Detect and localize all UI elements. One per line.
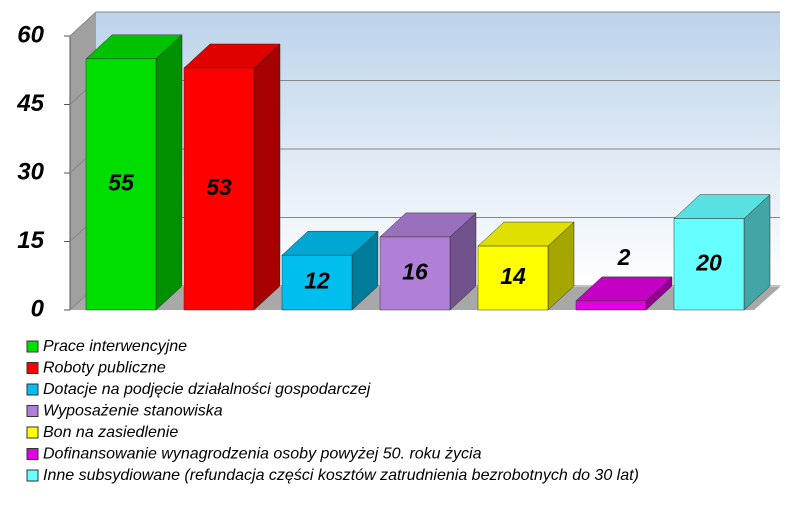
bar-top-shade — [282, 231, 378, 256]
value-label: 14 — [500, 263, 526, 289]
legend-swatch — [26, 469, 39, 482]
legend-swatch — [26, 383, 39, 396]
bar-front — [85, 58, 157, 311]
bar-side-shade — [548, 222, 574, 310]
bar-side-shade — [254, 43, 280, 310]
bar-top-shade — [184, 43, 280, 68]
y-tick-label: 45 — [16, 90, 44, 117]
bar-top-shade — [576, 276, 672, 301]
y-tick-label: 30 — [17, 158, 44, 185]
bar-top-shade — [674, 194, 770, 219]
legend-label: Bon na zasiedlenie — [43, 424, 178, 441]
bar — [575, 276, 673, 311]
legend-label: Roboty publiczne — [43, 360, 166, 377]
bar — [673, 194, 771, 311]
bar-front — [575, 300, 647, 311]
value-label: 55 — [108, 169, 135, 195]
bar — [281, 230, 379, 311]
bar-front — [183, 67, 255, 311]
bar — [85, 34, 183, 311]
legend-swatch — [26, 448, 39, 460]
value-label: 20 — [695, 249, 722, 275]
bar-front — [477, 245, 549, 311]
bar-side-shade — [646, 276, 672, 310]
legend-swatch — [26, 340, 39, 353]
y-tick-label: 60 — [17, 21, 44, 48]
bar-front — [379, 236, 451, 311]
y-tick-label: 15 — [17, 227, 44, 254]
legend-label: Wyposażenie stanowiska — [43, 403, 223, 420]
bar-front — [281, 254, 353, 311]
legend-swatch — [26, 362, 39, 374]
legend-label: Dofinansowanie wynagrodzenia osoby powyż… — [43, 446, 482, 463]
value-label: 12 — [304, 268, 330, 294]
bar-side-shade — [450, 212, 476, 310]
bar-top-shade — [478, 222, 574, 247]
legend-swatch — [26, 426, 39, 439]
bar-side-shade — [744, 194, 770, 310]
bar-top-shade — [86, 34, 182, 59]
legend-swatch — [26, 405, 39, 417]
grid-line — [69, 11, 780, 37]
bar-side-shade — [352, 231, 378, 310]
legend-label: Prace interwencyjne — [43, 338, 187, 355]
bar — [477, 221, 575, 311]
bar-side-shade — [156, 34, 182, 310]
bar — [379, 212, 477, 311]
y-tick-label: 0 — [31, 295, 45, 322]
bar-top-shade — [380, 212, 476, 237]
value-label: 16 — [402, 259, 428, 285]
legend-label: Dotacje na podjęcie działalności gospoda… — [43, 381, 371, 398]
value-label: 53 — [206, 174, 232, 200]
legend-label: Inne subsydiowane (refundacja części kos… — [43, 467, 639, 484]
bar — [183, 43, 281, 311]
bar-front — [673, 218, 745, 311]
value-label: 2 — [617, 244, 631, 270]
